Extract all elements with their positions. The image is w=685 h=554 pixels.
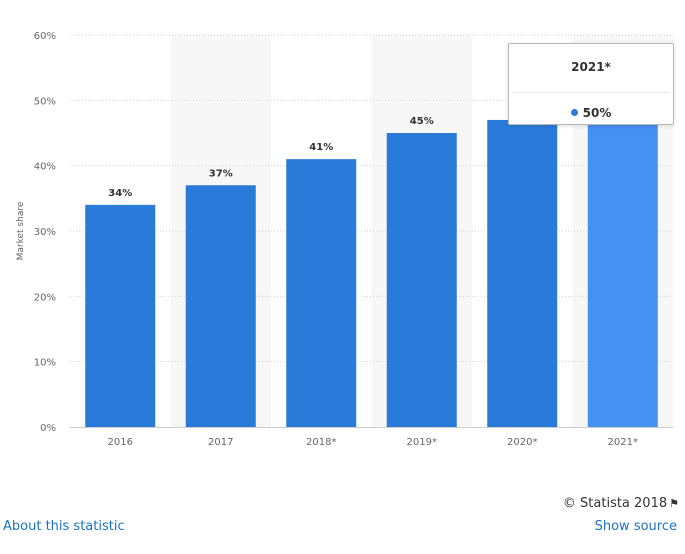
tooltip-title: 2021* <box>571 60 611 74</box>
y-tick-label: 40% <box>34 162 56 173</box>
show-source-link[interactable]: Show source <box>594 519 677 534</box>
x-tick-label: 2017 <box>208 437 233 448</box>
tooltip-value: 50% <box>582 106 612 120</box>
bar-value-label: 37% <box>209 168 233 179</box>
y-tick-label: 10% <box>34 358 56 369</box>
bar-value-label: 45% <box>410 116 434 127</box>
y-axis-label: Market share <box>16 201 26 260</box>
y-tick-label: 50% <box>34 96 56 107</box>
x-tick-label: 2016 <box>108 437 133 448</box>
tooltip-dot-icon <box>570 109 578 116</box>
bar-value-label: 41% <box>309 142 333 153</box>
y-tick-label: 20% <box>34 292 56 303</box>
bar[interactable] <box>587 100 658 427</box>
credits-text: © Statista 2018 <box>562 496 668 511</box>
bar[interactable] <box>286 159 357 427</box>
x-tick-label: 2019* <box>407 437 437 448</box>
bar[interactable] <box>85 204 156 427</box>
y-tick-label: 60% <box>34 31 56 42</box>
x-tick-label: 2018* <box>306 437 336 448</box>
bar[interactable] <box>185 185 256 427</box>
flag-icon[interactable]: ⚑ <box>669 497 679 510</box>
bar-value-label: 34% <box>108 188 132 199</box>
bars <box>85 100 658 427</box>
bar[interactable] <box>386 133 457 427</box>
bar-value-labels: 34% 37% 41% 45% <box>108 116 433 199</box>
tooltip-value-row: 50% <box>509 106 673 120</box>
tooltip: 2021* 50% <box>508 43 674 125</box>
y-axis-tick-labels: 0% 10% 20% 30% 40% 50% 60% <box>34 31 56 434</box>
tooltip-divider <box>513 92 669 93</box>
y-tick-label: 30% <box>34 227 56 238</box>
about-statistic-link[interactable]: About this statistic <box>3 519 125 534</box>
x-tick-label: 2020* <box>507 437 537 448</box>
credits: © Statista 2018 ⚑ <box>563 496 679 511</box>
x-axis-tick-labels: 2016 2017 2018* 2019* 2020* 2021* <box>108 437 638 448</box>
y-tick-label: 0% <box>40 423 56 434</box>
bar[interactable] <box>487 119 558 427</box>
x-tick-label: 2021* <box>608 437 638 448</box>
